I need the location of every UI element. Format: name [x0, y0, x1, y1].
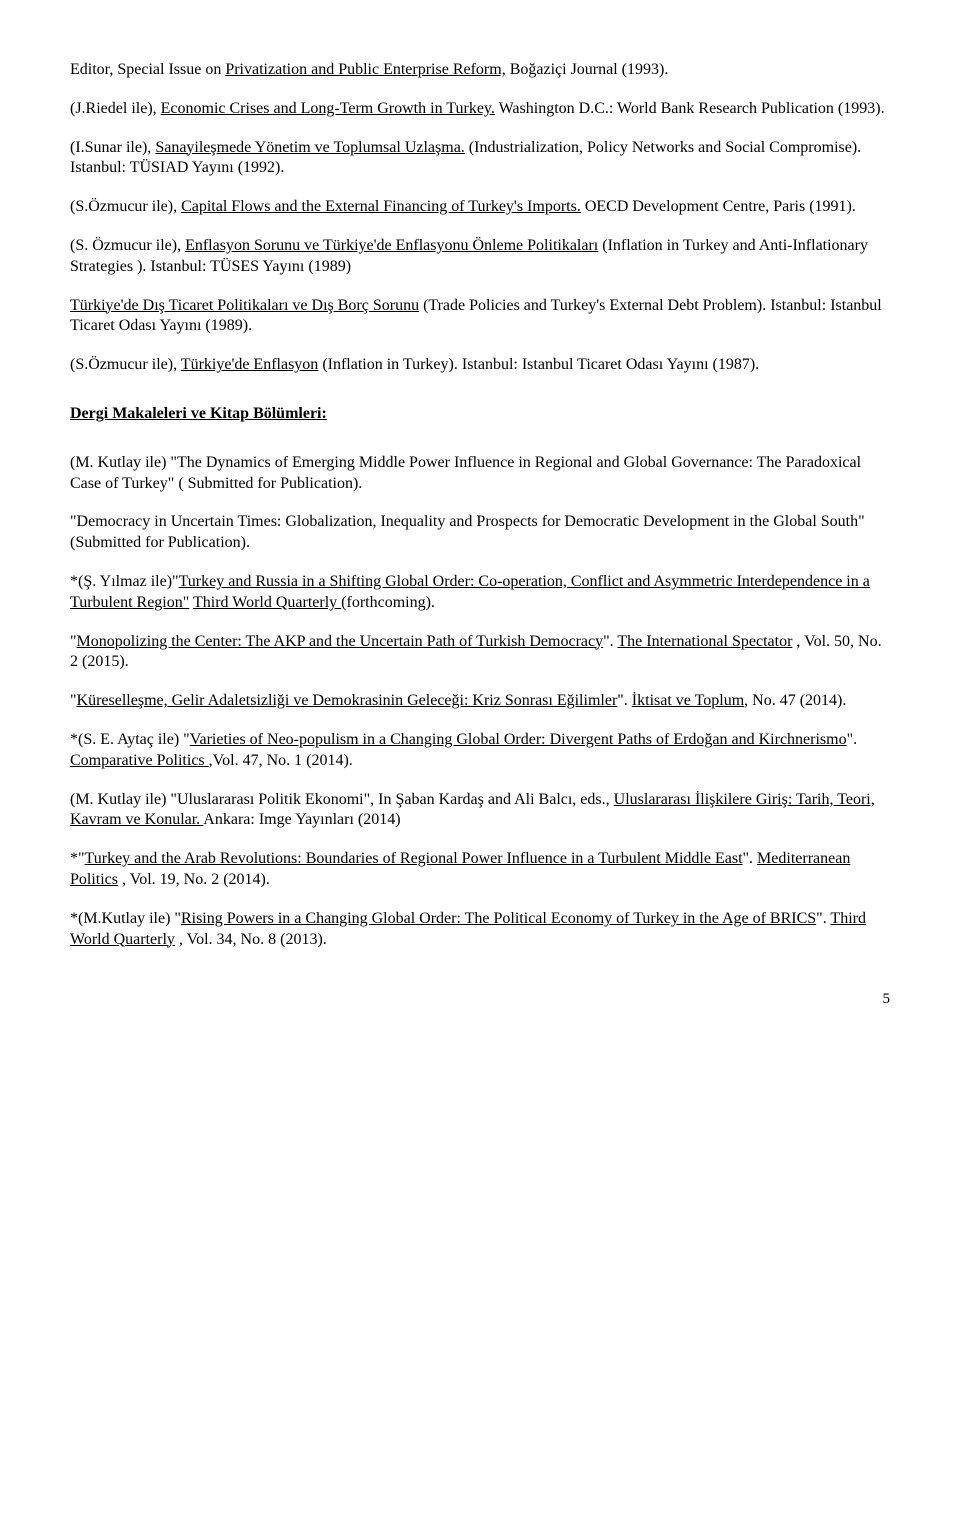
text-segment: (forthcoming). [341, 594, 435, 611]
paragraph: "Democracy in Uncertain Times: Globaliza… [70, 512, 890, 554]
text-segment: (S.Özmucur ile), [70, 356, 181, 373]
text-segment: , Vol. 19, No. 2 (2014). [118, 871, 270, 888]
text-segment: ". [816, 910, 830, 927]
paragraph: (S. Özmucur ile), Enflasyon Sorunu ve Tü… [70, 236, 890, 278]
text-segment: *(M.Kutlay ile) " [70, 910, 181, 927]
text-segment: Turkey and the Arab Revolutions: Boundar… [85, 850, 743, 867]
text-segment: (S.Özmucur ile), [70, 198, 181, 215]
paragraph: (S.Özmucur ile), Türkiye'de Enflasyon (I… [70, 355, 890, 376]
text-segment: Ankara: Imge Yayınları (2014) [203, 811, 400, 828]
text-segment: ". [743, 850, 758, 867]
text-segment: İktisat ve Toplum [632, 692, 744, 709]
text-segment: (M. Kutlay ile) "The Dynamics of Emergin… [70, 454, 861, 492]
text-segment: (I.Sunar ile), [70, 139, 155, 156]
text-segment: Comparative Politics [70, 752, 209, 769]
text-segment: Küreselleşme, Gelir Adaletsizliği ve Dem… [77, 692, 618, 709]
page-number: 5 [70, 990, 890, 1010]
paragraph: *"Turkey and the Arab Revolutions: Bound… [70, 849, 890, 891]
document-body: Editor, Special Issue on Privatization a… [70, 60, 890, 1010]
text-segment: ". [603, 633, 617, 650]
text-segment: *" [70, 850, 85, 867]
text-segment: ,Vol. 47, No. 1 (2014). [209, 752, 353, 769]
paragraph: *(S. E. Aytaç ile) "Varieties of Neo-pop… [70, 730, 890, 772]
text-segment: Capital Flows and the External Financing… [181, 198, 581, 215]
text-segment: Washington D.C.: World Bank Research Pub… [495, 100, 885, 117]
text-segment: Third World Quarterly [193, 594, 341, 611]
text-segment: (Inflation in Turkey). Istanbul: Istanbu… [318, 356, 759, 373]
paragraph: Türkiye'de Dış Ticaret Politikaları ve D… [70, 296, 890, 338]
text-segment: "Democracy in Uncertain Times: Globaliza… [70, 513, 865, 551]
text-segment: OECD Development Centre, Paris (1991). [581, 198, 856, 215]
text-segment: Varieties of Neo-populism in a Changing … [190, 731, 847, 748]
paragraph: "Monopolizing the Center: The AKP and th… [70, 632, 890, 674]
paragraph: "Küreselleşme, Gelir Adaletsizliği ve De… [70, 691, 890, 712]
paragraph: (I.Sunar ile), Sanayileşmede Yönetim ve … [70, 138, 890, 180]
paragraph: *(M.Kutlay ile) "Rising Powers in a Chan… [70, 909, 890, 951]
paragraph: (S.Özmucur ile), Capital Flows and the E… [70, 197, 890, 218]
paragraph: (M. Kutlay ile) "The Dynamics of Emergin… [70, 453, 890, 495]
text-segment: The International Spectator [617, 633, 792, 650]
text-segment: Economic Crises and Long-Term Growth in … [161, 100, 495, 117]
text-segment: , Vol. 34, No. 8 (2013). [175, 931, 327, 948]
paragraph: (M. Kutlay ile) "Uluslararası Politik Ek… [70, 790, 890, 832]
text-segment: (S. Özmucur ile), [70, 237, 185, 254]
text-segment: , No. 47 (2014). [744, 692, 846, 709]
text-segment: *(S. E. Aytaç ile) " [70, 731, 190, 748]
text-segment: (J.Riedel ile), [70, 100, 161, 117]
section-heading: Dergi Makaleleri ve Kitap Bölümleri: [70, 404, 890, 425]
text-segment: Privatization and Public Enterprise Refo… [225, 61, 505, 78]
text-segment: ". [847, 731, 858, 748]
text-segment: Editor, Special Issue on [70, 61, 225, 78]
text-segment: Monopolizing the Center: The AKP and the… [77, 633, 604, 650]
text-segment: Enflasyon Sorunu ve Türkiye'de Enflasyon… [185, 237, 598, 254]
text-segment: Boğaziçi Journal (1993). [506, 61, 669, 78]
text-segment: Türkiye'de Enflasyon [181, 356, 319, 373]
text-segment: Sanayileşmede Yönetim ve Toplumsal Uzlaş… [155, 139, 464, 156]
text-segment: Rising Powers in a Changing Global Order… [181, 910, 816, 927]
paragraph: *(Ş. Yılmaz ile)"Turkey and Russia in a … [70, 572, 890, 614]
text-segment: (M. Kutlay ile) "Uluslararası Politik Ek… [70, 791, 614, 808]
text-segment: ". [617, 692, 632, 709]
paragraph: Editor, Special Issue on Privatization a… [70, 60, 890, 81]
paragraph: (J.Riedel ile), Economic Crises and Long… [70, 99, 890, 120]
text-segment: *(Ş. Yılmaz ile)" [70, 573, 179, 590]
text-segment: Türkiye'de Dış Ticaret Politikaları ve D… [70, 297, 419, 314]
